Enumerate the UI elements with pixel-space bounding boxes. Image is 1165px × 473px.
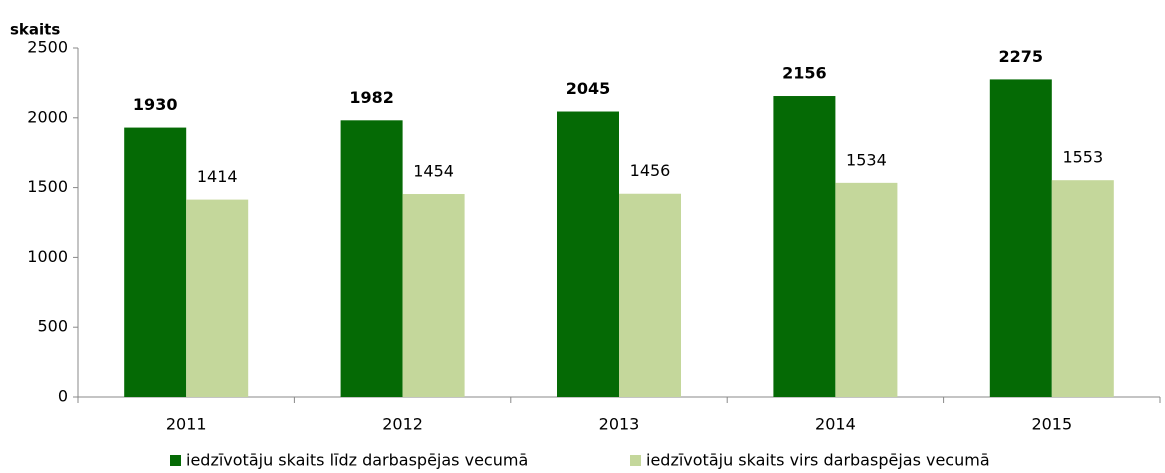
data-label: 2156 xyxy=(782,64,827,83)
data-label: 1414 xyxy=(197,167,238,186)
legend-swatch xyxy=(630,455,641,466)
x-tick-label: 2013 xyxy=(599,415,640,434)
x-tick-label: 2012 xyxy=(382,415,423,434)
bar xyxy=(124,127,187,398)
legend-swatch xyxy=(170,455,181,466)
bar xyxy=(340,120,403,397)
x-tick-label: 2011 xyxy=(166,415,207,434)
bar xyxy=(773,96,836,397)
bar xyxy=(557,111,619,397)
y-tick-label: 1000 xyxy=(27,247,68,266)
data-label: 1456 xyxy=(630,161,671,180)
bar xyxy=(619,193,681,397)
data-label: 1553 xyxy=(1062,148,1103,167)
bar xyxy=(402,194,465,397)
y-tick-label: 2000 xyxy=(27,107,68,126)
data-label: 1982 xyxy=(349,88,394,107)
y-tick-label: 2500 xyxy=(27,38,68,57)
y-tick-label: 500 xyxy=(37,317,68,336)
data-label: 2045 xyxy=(566,79,611,98)
legend-label: iedzīvotāju skaits līdz darbaspējas vecu… xyxy=(186,451,528,470)
y-tick-label: 0 xyxy=(58,387,68,406)
x-tick-label: 2015 xyxy=(1031,415,1072,434)
bar xyxy=(989,79,1052,397)
y-tick-label: 1500 xyxy=(27,177,68,196)
y-axis-label: skaits xyxy=(10,21,60,39)
data-label: 2275 xyxy=(999,47,1044,66)
data-label: 1534 xyxy=(846,150,887,169)
bar xyxy=(1051,180,1114,397)
data-label: 1930 xyxy=(133,95,178,114)
legend-label: iedzīvotāju skaits virs darbaspējas vecu… xyxy=(646,451,990,470)
bar xyxy=(186,199,249,397)
bar xyxy=(835,182,898,397)
x-tick-label: 2014 xyxy=(815,415,856,434)
data-label: 1454 xyxy=(413,162,454,181)
